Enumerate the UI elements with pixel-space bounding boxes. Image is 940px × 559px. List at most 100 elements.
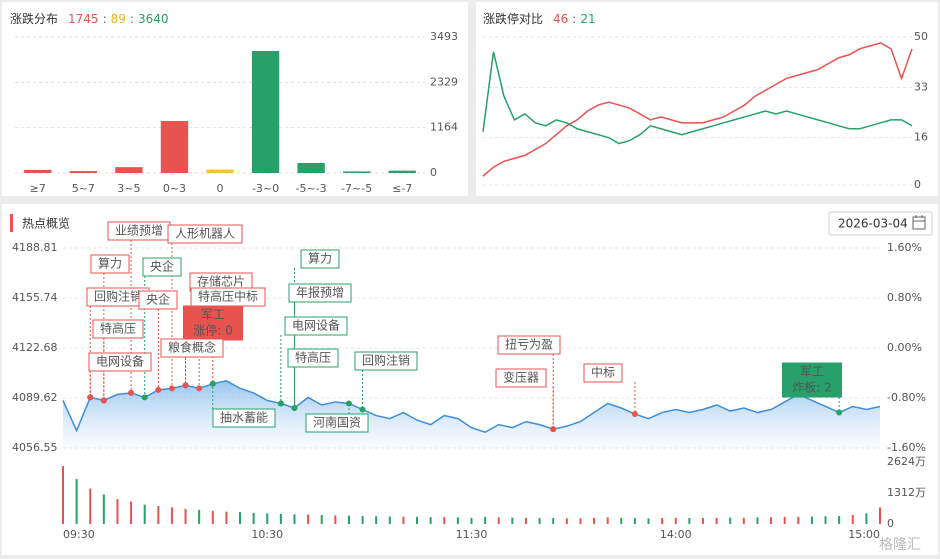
annotation-box xyxy=(88,352,152,372)
volume-bar xyxy=(593,517,596,524)
volume-bar xyxy=(824,516,827,524)
x-tick-label: 10:30 xyxy=(251,528,283,541)
date-picker[interactable] xyxy=(828,211,933,236)
volume-bar xyxy=(838,515,841,524)
volume-bar xyxy=(388,516,391,524)
annotation-label: 粮食概念 xyxy=(168,340,216,355)
annotation-label: 央企 xyxy=(146,292,170,307)
y-tick-label: 4188.81 xyxy=(12,241,58,254)
volume-bar xyxy=(443,517,446,524)
volume-bar xyxy=(375,516,378,524)
volume-bar xyxy=(851,515,854,524)
volume-bar xyxy=(293,514,296,524)
volume-bar xyxy=(320,515,323,524)
title-text: 涨跌停对比 xyxy=(483,11,543,26)
volume-bar xyxy=(266,513,269,524)
volume-bar xyxy=(62,466,64,524)
y-tick-label: 2329 xyxy=(430,75,458,88)
volume-bar xyxy=(879,507,881,524)
area xyxy=(63,380,880,448)
annotation-box xyxy=(183,305,243,341)
y-tick-label: 16 xyxy=(914,131,928,144)
x-tick-label: -3~0 xyxy=(252,182,279,195)
x-tick-label: ≥7 xyxy=(30,182,46,195)
volume-bar xyxy=(75,479,78,524)
volume-bar xyxy=(279,513,282,524)
y-tick-label: 50 xyxy=(914,30,928,43)
volume-bar xyxy=(130,501,133,524)
bar xyxy=(160,121,189,173)
panel-title: 涨跌停对比 46:21 xyxy=(483,11,596,26)
volume-bar xyxy=(797,516,800,524)
volume-bar xyxy=(402,516,405,524)
annotation-dot xyxy=(196,385,203,392)
y-tick-label: 0 xyxy=(914,178,921,191)
volume-bar xyxy=(143,504,146,524)
volume-tick-label: 0 xyxy=(887,517,894,530)
annotation-dot xyxy=(359,406,366,413)
separator: : xyxy=(103,12,107,26)
count: 1745 xyxy=(68,12,99,26)
x-tick-label: 3~5 xyxy=(117,182,140,195)
bar xyxy=(388,170,416,173)
panel-title: 涨跌分布 1745:89:3640 xyxy=(10,11,168,26)
volume-bar xyxy=(456,517,459,524)
volume-bar xyxy=(184,508,187,524)
volume-bar xyxy=(606,517,609,524)
panel-title: 热点概览 xyxy=(22,216,70,231)
y2-tick-label: -1.60% xyxy=(887,441,926,454)
annotation-box xyxy=(138,290,178,310)
annotation-dot xyxy=(182,382,189,389)
annotation-dot xyxy=(345,400,352,407)
annotation-box xyxy=(287,348,339,368)
volume-bar xyxy=(865,513,868,524)
annotation-dot xyxy=(87,394,94,401)
x-tick-label: 0 xyxy=(217,182,224,195)
volume-bar xyxy=(729,517,732,524)
volume-bar xyxy=(552,518,555,524)
annotation-box xyxy=(92,319,144,339)
volume-bar xyxy=(674,517,677,524)
bar xyxy=(251,51,280,174)
volume-bar xyxy=(252,512,255,524)
annotation-box xyxy=(160,338,224,358)
volume-bar xyxy=(307,514,310,524)
volume-bar xyxy=(756,517,759,524)
volume-bar xyxy=(647,518,650,524)
annotation-label: 算力 xyxy=(308,251,332,266)
annotation-label: 电网设备 xyxy=(96,355,144,369)
volume-bar xyxy=(661,518,664,524)
annotation-label: 人形机器人 xyxy=(175,227,235,241)
volume-bar xyxy=(89,488,92,524)
annotation-dot xyxy=(209,380,216,387)
bar xyxy=(24,169,52,173)
annotation-dot xyxy=(168,385,175,392)
volume-bar xyxy=(347,515,350,524)
panel xyxy=(476,2,938,196)
volume-bar xyxy=(239,512,242,524)
x-tick-label: 14:00 xyxy=(660,528,692,541)
bar xyxy=(206,169,234,173)
y-tick-label: 0 xyxy=(430,166,437,179)
bar xyxy=(343,171,371,173)
volume-bar xyxy=(524,517,527,524)
line xyxy=(482,51,913,145)
bar xyxy=(297,162,325,173)
y-tick-label: 33 xyxy=(914,80,928,93)
annotation-label: 军工 xyxy=(201,308,225,322)
annotation-dot xyxy=(155,386,162,393)
x-tick-label: 15:00 xyxy=(848,528,880,541)
volume-bar xyxy=(416,516,419,524)
bar xyxy=(69,171,97,173)
count: 3640 xyxy=(138,12,169,26)
annotation-box xyxy=(497,335,561,355)
volume-bar xyxy=(620,517,623,524)
volume-bar xyxy=(429,517,432,524)
annotation-label: 特高压中标 xyxy=(198,289,258,304)
title-text: 涨跌分布 xyxy=(10,11,58,26)
y-tick-label: 4089.62 xyxy=(12,391,58,404)
volume-bar xyxy=(102,494,105,524)
x-tick-label: 09:30 xyxy=(63,528,95,541)
date[interactable]: 2026-03-04 xyxy=(838,217,908,231)
